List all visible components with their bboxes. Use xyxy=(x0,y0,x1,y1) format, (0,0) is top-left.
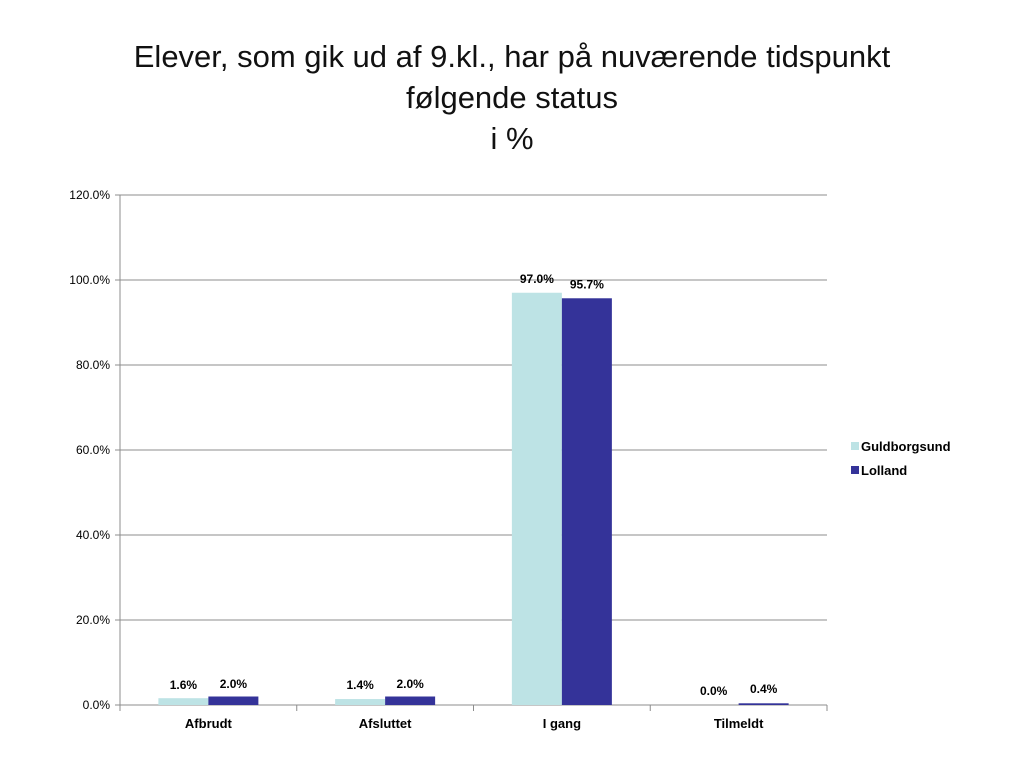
legend-swatch xyxy=(851,442,859,450)
bar-guldborgsund xyxy=(335,699,386,705)
bar-lolland xyxy=(208,696,259,705)
bar-guldborgsund xyxy=(158,698,209,705)
x-tick-label: Afsluttet xyxy=(359,716,412,731)
data-label: 97.0% xyxy=(520,272,554,286)
y-tick-label: 120.0% xyxy=(69,188,110,202)
y-tick-label: 20.0% xyxy=(76,613,110,627)
bar-lolland xyxy=(561,298,612,705)
data-label: 2.0% xyxy=(396,677,424,691)
y-tick-label: 0.0% xyxy=(83,698,111,712)
y-tick-label: 60.0% xyxy=(76,443,110,457)
data-label: 1.6% xyxy=(170,678,198,692)
x-tick-label: Tilmeldt xyxy=(714,716,764,731)
legend-swatch xyxy=(851,466,859,474)
data-label: 95.7% xyxy=(570,277,604,291)
chart-title-line-2: følgende status xyxy=(406,80,618,115)
legend-label: Lolland xyxy=(861,463,907,478)
chart-title-line-1: Elever, som gik ud af 9.kl., har på nuvæ… xyxy=(133,39,891,74)
data-label: 0.0% xyxy=(700,684,728,698)
y-tick-label: 100.0% xyxy=(69,273,110,287)
chart-title: Elever, som gik ud af 9.kl., har på nuvæ… xyxy=(0,36,1024,159)
legend-label: Guldborgsund xyxy=(861,439,951,454)
bar-guldborgsund xyxy=(511,292,562,705)
bar-lolland xyxy=(738,703,789,705)
x-tick-label: I gang xyxy=(543,716,581,731)
data-label: 0.4% xyxy=(750,682,778,696)
bar-lolland xyxy=(385,696,436,705)
x-tick-label: Afbrudt xyxy=(185,716,233,731)
chart-title-line-3: i % xyxy=(490,121,534,156)
y-tick-label: 80.0% xyxy=(76,358,110,372)
y-tick-label: 40.0% xyxy=(76,528,110,542)
data-label: 2.0% xyxy=(220,677,248,691)
data-label: 1.4% xyxy=(346,678,374,692)
